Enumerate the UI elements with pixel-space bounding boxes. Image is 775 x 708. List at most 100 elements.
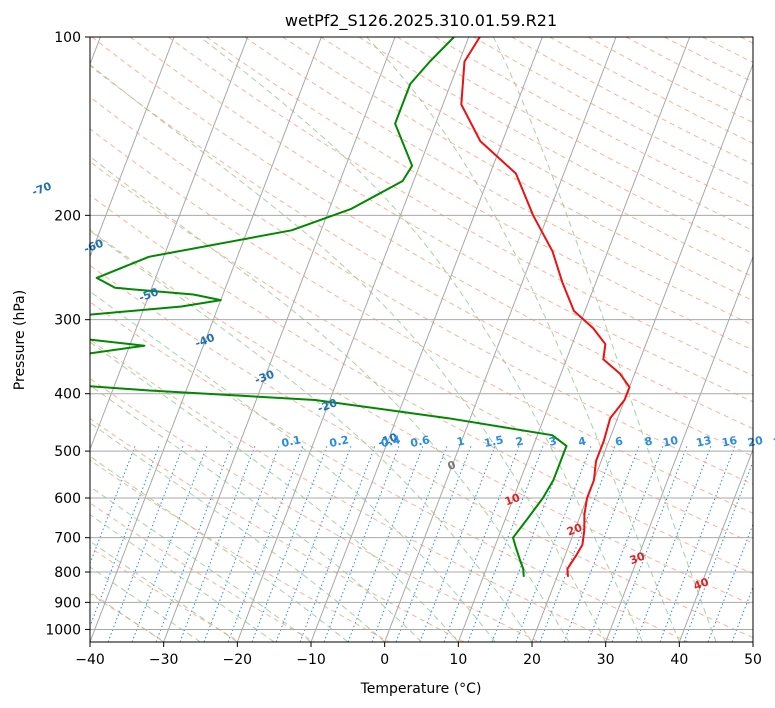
mixing-ratio-label: 16 [721, 434, 739, 450]
dry-adiabat-line [90, 377, 540, 642]
mixing-ratio-line [611, 445, 688, 642]
moist-adiabat-line [492, 37, 717, 642]
x-tick-label: −10 [296, 652, 326, 668]
y-tick-label: 600 [54, 491, 81, 507]
x-axis: −40 −30 −20 −10 0 10 20 30 40 50 [75, 642, 762, 668]
isotherm-line [384, 37, 617, 642]
mixing-ratio-line [563, 445, 640, 642]
isotherm-line [678, 447, 753, 642]
grid-lines [90, 37, 753, 642]
moist-adiabat-line [90, 155, 570, 642]
y-tick-label: 300 [54, 313, 81, 329]
mixing-ratio-label: 0.4 [380, 433, 402, 450]
mixing-ratio-line [90, 445, 136, 565]
dry-adiabat-line [90, 65, 753, 457]
y-tick-label: 500 [54, 444, 81, 460]
isotherm-label: -80 [0, 121, 3, 140]
moist-adiabat-line [90, 384, 422, 642]
x-tick-label: 40 [670, 652, 688, 668]
mixing-ratio-line [155, 445, 232, 642]
mixing-ratio-line [131, 445, 208, 642]
dry-adiabat-line [90, 161, 753, 544]
mixing-ratio-line [395, 445, 472, 642]
isotherm-line [531, 62, 753, 642]
y-tick-label: 1000 [45, 622, 81, 638]
isotherm-label: 10 [503, 491, 522, 509]
mixing-ratio-label: 20 [746, 434, 764, 450]
mixing-ratio-label: 3 [548, 435, 558, 449]
mixing-ratio-line [347, 445, 424, 642]
chart-title: wetPf2_S126.2025.310.01.59.R21 [285, 11, 557, 31]
mixing-ratio-line [707, 522, 753, 642]
moist-adiabat-line [199, 37, 643, 642]
isotherm-label: 20 [565, 521, 584, 539]
moist-adiabats [90, 37, 717, 642]
isotherm-line [310, 37, 543, 642]
dry-adiabat-line [90, 229, 753, 606]
x-tick-label: −40 [75, 652, 105, 668]
isotherm-label: 40 [692, 575, 711, 593]
mixing-ratio-line [227, 445, 304, 642]
isotherm-line [236, 37, 470, 642]
isotherm-label: -70 [30, 179, 54, 198]
y-tick-label: 800 [54, 565, 81, 581]
mixing-ratio-line [419, 445, 496, 642]
dry-adiabat-line [90, 592, 166, 642]
mixing-ratio-label: 25 [772, 434, 775, 450]
mixing-ratio-line [635, 445, 712, 642]
x-tick-label: −20 [223, 652, 253, 668]
mixing-ratio-line [587, 445, 664, 642]
isotherm-label: 30 [628, 549, 647, 567]
mixing-ratio-line [90, 445, 160, 628]
temperature-line [460, 37, 631, 577]
y-axis-label: Pressure (hPa) [12, 290, 28, 390]
moist-adiabat-line [366, 37, 680, 642]
mixing-ratio-label: 4 [577, 434, 588, 448]
mixing-ratio-label: 6 [614, 434, 625, 448]
y-tick-label: 700 [54, 531, 81, 547]
x-tick-label: 10 [449, 652, 467, 668]
x-tick-label: 50 [744, 652, 762, 668]
mixing-ratio-label: 13 [695, 434, 713, 450]
dry-adiabat-line [129, 37, 753, 403]
mixing-ratio-line [107, 445, 184, 642]
mixing-ratio-line [683, 460, 753, 642]
mixing-ratio-line [659, 445, 736, 642]
mixing-ratio-line [275, 445, 352, 642]
isotherm-line [90, 37, 175, 259]
mixing-ratio-label: 10 [662, 434, 680, 450]
mixing-ratio-label: 1 [456, 435, 466, 449]
isotherm-line [163, 37, 396, 642]
dry-adiabat-line [90, 546, 241, 642]
mixing-ratio-label: 2 [514, 435, 524, 449]
mixing-ratio-label: 8 [643, 435, 653, 449]
mixing-ratio-label: 1.5 [483, 433, 505, 450]
mixing-ratio-line [467, 445, 544, 642]
isotherm-line [752, 640, 753, 642]
mixing-ratio-line [539, 445, 616, 642]
x-tick-label: 0 [380, 652, 389, 668]
mixing-ratio-line [756, 446, 775, 642]
dewpoint-line [90, 37, 568, 577]
dry-adiabat-line [90, 128, 753, 514]
dry-adiabat-line [91, 37, 753, 430]
mixing-ratio-line [203, 445, 280, 642]
x-tick-label: 30 [597, 652, 615, 668]
mixing-ratio-line [491, 445, 568, 642]
isotherm-line [90, 37, 249, 451]
dry-adiabat-line [90, 96, 753, 485]
x-axis-label: Temperature (°C) [360, 681, 482, 697]
isotherm-line [457, 37, 691, 642]
isotherm-line [90, 37, 322, 642]
mixing-ratio-line [179, 445, 256, 642]
moist-adiabat-line [90, 455, 349, 642]
mixing-ratio-lines [90, 445, 775, 642]
moist-adiabat-line [90, 290, 496, 642]
moist-adiabat-line [90, 422, 386, 642]
y-tick-label: 100 [54, 30, 81, 46]
dry-adiabat-line [90, 301, 689, 642]
mixing-ratio-label: 0.1 [280, 433, 302, 450]
mixing-ratio-label: 0.2 [328, 433, 350, 450]
mixing-ratio-line [323, 445, 400, 642]
